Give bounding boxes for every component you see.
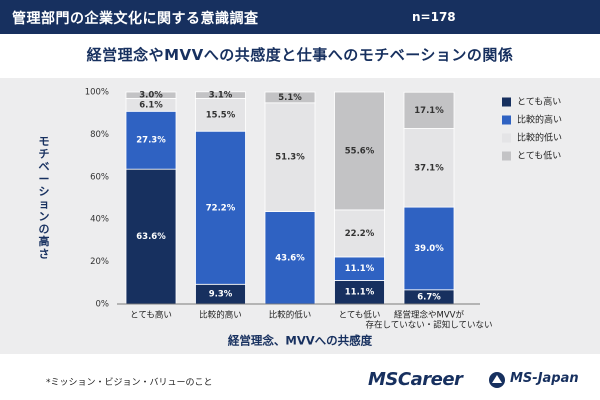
chart-panel: 0% 20% 40% 60% 80% 100% 63.6% 27.3% 6.1% 3.0% とても高… — [0, 78, 600, 354]
bar-segment — [195, 91, 246, 99]
y-tick-label: 0% — [96, 300, 110, 310]
data-label: 22.2% — [345, 229, 375, 239]
x-axis-title: 経営理念、MVVへの共感度 — [228, 334, 373, 348]
data-label: 55.6% — [345, 146, 375, 156]
y-tick-label: 80% — [90, 130, 109, 140]
legend-label: とても低い — [517, 150, 561, 162]
legend-swatch — [502, 151, 511, 161]
data-label: 3.0% — [139, 91, 163, 101]
y-axis-title-char: ー — [39, 172, 50, 185]
data-label: 11.1% — [345, 288, 375, 298]
data-label: 5.1% — [278, 93, 302, 103]
category-label: とても高い — [130, 310, 172, 321]
bar-segment — [334, 91, 385, 211]
bar-segment — [403, 91, 455, 129]
mscareer-logo: MSCareer — [368, 369, 463, 390]
data-label: 3.1% — [209, 91, 233, 101]
bar-segment — [125, 168, 177, 305]
y-tick-label: 60% — [90, 172, 109, 182]
y-axis-title-char: ン — [39, 210, 50, 223]
bar-segment — [403, 206, 455, 291]
category-label: 比較的低い — [269, 310, 312, 321]
data-label: 15.5% — [206, 110, 236, 120]
category-label: 存在していない・認知していない — [366, 320, 493, 331]
y-tick-label: 40% — [90, 215, 109, 225]
bar-segment — [264, 91, 316, 104]
data-label: 39.0% — [414, 244, 444, 254]
data-label: 6.7% — [417, 292, 441, 302]
survey-title: 管理部門の企業文化に関する意識調査 — [12, 11, 259, 27]
survey-header: 管理部門の企業文化に関する意識調査 n=178 — [0, 0, 600, 34]
bar-segment — [264, 102, 316, 212]
y-axis-title-char: モ — [39, 135, 50, 148]
data-label: 37.1% — [414, 163, 444, 173]
sample-size: n=178 — [412, 10, 456, 24]
msjapan-mark-icon — [489, 372, 505, 388]
y-axis-title-char: ョ — [39, 197, 50, 210]
y-tick-label: 20% — [90, 257, 109, 267]
legend-label: 比較的高い — [517, 114, 562, 126]
chart-title: 経営理念やMVVへの共感度と仕事へのモチベーションの関係 — [86, 46, 514, 64]
legend-label: 比較的低い — [517, 132, 562, 144]
data-label: 27.3% — [136, 136, 166, 146]
category-label: 比較的高い — [199, 310, 242, 321]
footnote: *ミッション・ビジョン・バリューのこと — [46, 378, 213, 388]
bar-segment — [125, 91, 177, 99]
data-label: 72.2% — [206, 203, 236, 213]
category-label: 経営理念やMVVが — [394, 310, 464, 321]
y-axis-title-char: ベ — [39, 160, 50, 173]
msjapan-wordmark: MS-Japan — [510, 371, 579, 386]
data-label: 9.3% — [209, 290, 233, 300]
bar-segment — [195, 130, 246, 285]
data-label: 51.3% — [275, 153, 305, 163]
bar-segment — [403, 128, 455, 208]
bar-segment — [125, 110, 177, 170]
y-axis-title-char: の — [39, 222, 50, 235]
y-axis-title-char: さ — [39, 247, 50, 260]
category-label: とても低い — [339, 310, 381, 321]
y-axis-title-char: 高 — [39, 234, 50, 248]
data-label: 6.1% — [139, 100, 163, 110]
legend-swatch — [502, 97, 511, 107]
data-label: 11.1% — [345, 264, 375, 274]
data-label: 43.6% — [275, 253, 305, 263]
legend-swatch — [502, 133, 511, 143]
y-axis-title-char: シ — [39, 185, 50, 198]
stacked-bar-chart: 0% 20% 40% 60% 80% 100% 63.6% 27.3% 6.1%3.0% とても高… — [39, 88, 563, 348]
y-axis-title-char: チ — [39, 147, 50, 160]
data-label: 17.1% — [414, 106, 444, 116]
legend-label: とても高い — [517, 96, 561, 108]
y-tick-label: 100% — [85, 88, 109, 98]
data-label: 63.6% — [136, 232, 166, 242]
legend-swatch — [502, 115, 511, 125]
